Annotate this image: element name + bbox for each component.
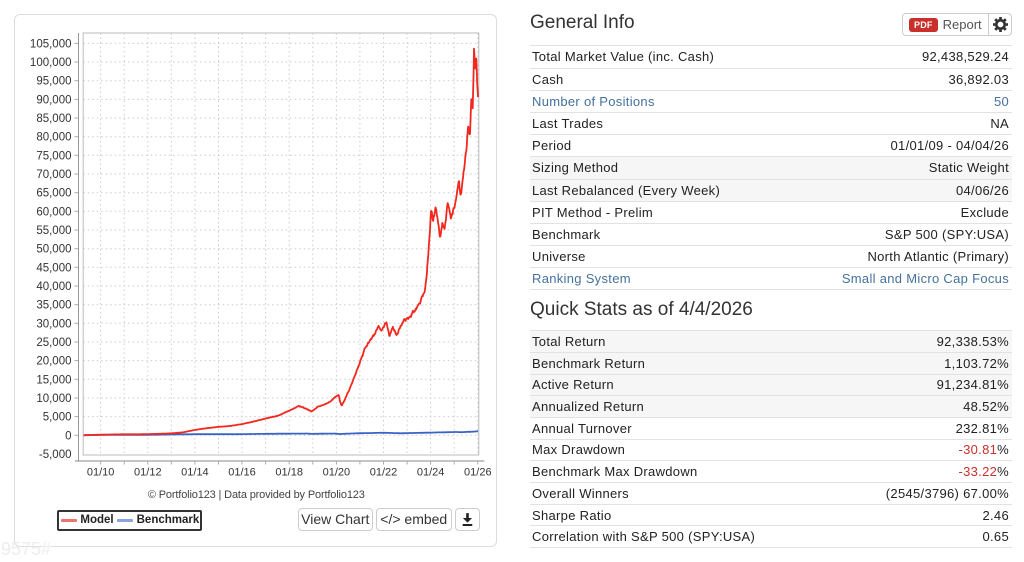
svg-text:01/12: 01/12 — [134, 467, 162, 479]
svg-text:5,000: 5,000 — [43, 412, 72, 424]
svg-text:01/26: 01/26 — [464, 467, 492, 479]
svg-text:-5,000: -5,000 — [39, 449, 72, 461]
svg-text:65,000: 65,000 — [36, 188, 71, 200]
svg-text:01/16: 01/16 — [228, 467, 256, 479]
svg-text:15,000: 15,000 — [36, 374, 71, 386]
svg-text:0: 0 — [65, 430, 71, 442]
svg-text:100,000: 100,000 — [30, 57, 72, 69]
svg-text:105,000: 105,000 — [30, 38, 72, 50]
svg-text:© Portfolio123 | Data provided: © Portfolio123 | Data provided by Portfo… — [148, 489, 365, 501]
svg-text:10,000: 10,000 — [36, 393, 71, 405]
svg-text:45,000: 45,000 — [36, 262, 71, 274]
svg-text:95,000: 95,000 — [36, 76, 71, 88]
svg-text:01/24: 01/24 — [417, 467, 445, 479]
svg-text:60,000: 60,000 — [36, 206, 71, 218]
svg-text:90,000: 90,000 — [36, 94, 71, 106]
svg-text:55,000: 55,000 — [36, 225, 71, 237]
svg-text:85,000: 85,000 — [36, 113, 71, 125]
svg-text:01/22: 01/22 — [370, 467, 398, 479]
svg-text:01/20: 01/20 — [323, 467, 351, 479]
svg-text:80,000: 80,000 — [36, 132, 71, 144]
svg-text:20,000: 20,000 — [36, 356, 71, 368]
svg-text:75,000: 75,000 — [36, 150, 71, 162]
svg-text:25,000: 25,000 — [36, 337, 71, 349]
svg-text:40,000: 40,000 — [36, 281, 71, 293]
svg-text:01/10: 01/10 — [87, 467, 115, 479]
svg-text:70,000: 70,000 — [36, 169, 71, 181]
svg-text:50,000: 50,000 — [36, 244, 71, 256]
svg-text:35,000: 35,000 — [36, 300, 71, 312]
svg-text:30,000: 30,000 — [36, 318, 71, 330]
svg-text:01/18: 01/18 — [275, 467, 303, 479]
svg-text:01/14: 01/14 — [181, 467, 209, 479]
